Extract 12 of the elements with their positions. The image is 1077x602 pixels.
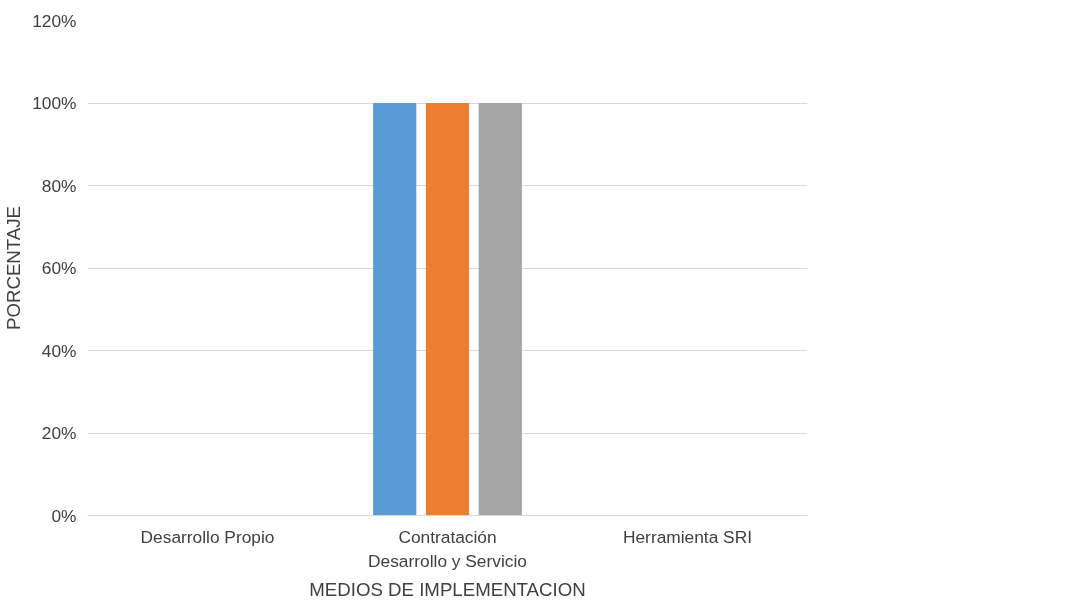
x-tick-label: Desarrollo Propio [140,526,275,547]
y-tick-label: 120% [32,10,77,31]
x-tick-label: Contratación Desarrollo y Servicio [368,526,527,571]
y-tick-label: 0% [51,505,77,526]
y-tick-label: 60% [41,258,77,278]
y-tick-label: 40% [41,340,77,361]
y-tick-label: 80% [41,175,77,196]
y-tick-label: 100% [32,93,77,113]
y-tick-label: 20% [41,423,77,443]
y-axis-title: PORCENTAJE [3,205,25,331]
x-axis-title: MEDIOS DE IMPLEMENTACION [309,578,586,600]
x-tick-label: Herramienta SRI [622,526,753,547]
